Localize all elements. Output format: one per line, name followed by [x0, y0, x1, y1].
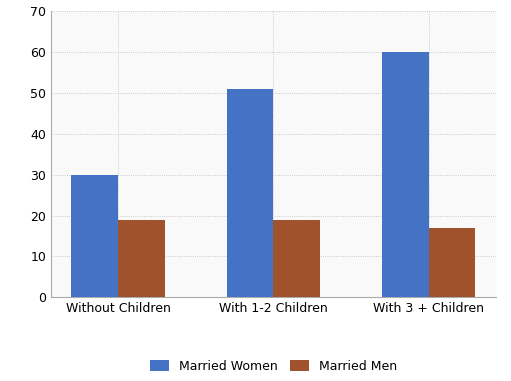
Bar	[118, 219, 165, 297]
Bar	[72, 175, 118, 297]
Bar	[273, 219, 320, 297]
Bar	[382, 52, 429, 297]
Legend: Married Women, Married Men: Married Women, Married Men	[145, 355, 402, 378]
Bar	[227, 89, 273, 297]
Bar	[429, 228, 475, 297]
